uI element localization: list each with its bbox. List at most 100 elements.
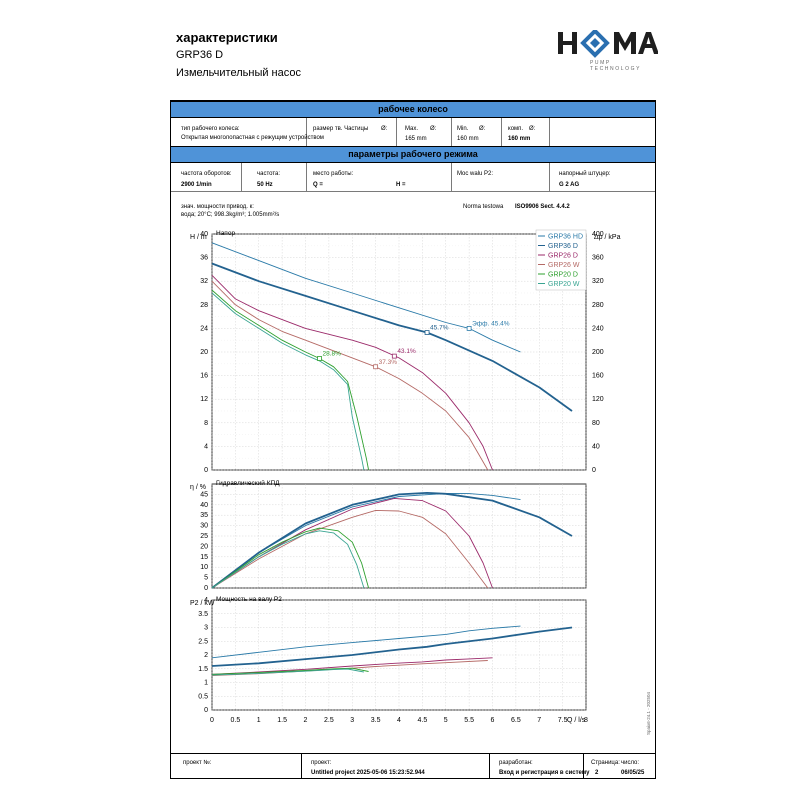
chart-2-ytick-label: 35 [200, 512, 208, 519]
chart-2-ytick-label: 25 [200, 533, 208, 540]
chart-3-xtick-label: 1 [257, 717, 261, 724]
logo-tagline: PUMP TECHNOLOGY [590, 60, 642, 72]
min-diameter-label: Min. [457, 126, 469, 132]
chart-1-y2tick-label: 40 [592, 443, 600, 450]
chart-3-xtick-label: 5 [444, 717, 448, 724]
chart-3-ytick-label: 2.5 [198, 638, 208, 645]
chart-3-xtick-label: 2.5 [324, 717, 334, 724]
legend-label: GRP20 D [548, 272, 578, 279]
author-value: Вход и регистрация в систему [499, 770, 590, 776]
chart-2-series-grp36-hd [211, 492, 521, 589]
chart-1-ytick-label: 28 [200, 302, 208, 309]
chart-1-series-grp20-d [211, 289, 370, 471]
speed-label: частота оборотов: [181, 171, 232, 177]
chart-3-series-grp20-w [211, 668, 364, 676]
frequency-label: частота: [257, 171, 281, 177]
impeller-type-value: Открытая многолопастная с режущим устрой… [181, 135, 324, 141]
chart-3-xtick-label: 6 [491, 717, 495, 724]
chart-3-series-grp20-d [211, 667, 369, 675]
discharge-label: напорный штуцер: [559, 171, 611, 177]
chart-1-y2tick-label: 200 [592, 349, 604, 356]
operating-section-title: параметры рабочего режима [171, 146, 655, 163]
project-number-label: проект №: [183, 760, 212, 766]
chart-3-xtick-label: 4 [397, 717, 401, 724]
chart-1-y2tick-label: 80 [592, 420, 600, 427]
chart-legend [535, 229, 587, 291]
legend-label: GRP36 HD [548, 234, 583, 241]
author-label: разработан: [499, 760, 533, 766]
chart-1-y2tick-label: 240 [592, 325, 604, 332]
chart-3-ytick-label: 4 [204, 597, 208, 604]
chart-1-series-grp26-w [211, 280, 489, 471]
chart-3-xtick-label: 1.5 [277, 717, 287, 724]
duty-point-label: место работы: [313, 171, 354, 177]
chart-3-xtick-label: 0.5 [231, 717, 241, 724]
impeller-type-label: тип рабочего колеса: [181, 126, 240, 132]
impeller-section-title: рабочее колесо [171, 101, 655, 118]
homa-logo: PUMP TECHNOLOGY [558, 30, 658, 72]
chart-3-ytick-label: 0.5 [198, 693, 208, 700]
chart-3-title: Мощность на валу P2 [216, 596, 282, 603]
chart-1-title: Напор [216, 230, 235, 237]
date-value: 06/05/25 [621, 770, 645, 776]
chart-3-xtick-label: 8 [584, 717, 588, 724]
particle-size-symbol: Ø: [381, 126, 388, 132]
project-value: Untitled project 2025-05-06 15:23:52.944 [311, 770, 425, 776]
project-label: проект: [311, 760, 332, 766]
chart-3-ytick-label: 0 [204, 707, 208, 714]
chart-1-efficiency-annotation: 37.3% [379, 359, 398, 366]
chart-3-xtick-label: 7 [537, 717, 541, 724]
software-version-note: Spaix6-24.1 - 202504 [646, 691, 651, 735]
chart-1-ytick-label: 20 [200, 349, 208, 356]
max-diameter-symbol: Ø: [430, 126, 437, 132]
chart-3-y-axis-label: P2 / kW [190, 600, 215, 607]
chart-1-duty-marker [466, 325, 472, 331]
note-line-2: вода; 20°C; 998.3kg/m³; 1.005mm²/s [181, 212, 280, 218]
chart-3-x-axis-label: Q / l/s [567, 717, 586, 724]
test-norm-label: Norma testowa [463, 204, 504, 210]
chart-3-xtick-label: 3 [350, 717, 354, 724]
chart-3-xtick-label: 6.5 [511, 717, 521, 724]
chart-3-series-grp36-d [211, 626, 573, 667]
chart-2-ytick-label: 0 [204, 585, 208, 592]
chart-2-ytick-label: 45 [200, 491, 208, 498]
product-description: Измельчительный насос [176, 67, 301, 79]
logo-graphic [558, 30, 658, 58]
chart-1-efficiency-annotation: 28.8% [323, 350, 342, 357]
discharge-value: G 2 AG [559, 182, 580, 188]
chart-2-series-grp20-w [211, 530, 365, 589]
chart-1-y2tick-label: 400 [592, 231, 604, 238]
chart-1-y-axis-label: H / m [190, 234, 207, 241]
chart-3-xtick-label: 4.5 [418, 717, 428, 724]
chart-1-y2tick-label: 160 [592, 373, 604, 380]
chart-1-y2-axis-label: Δp / kPa [594, 234, 621, 241]
chart-2-series-grp36-d [211, 491, 573, 589]
chart-1-y2tick-label: 280 [592, 302, 604, 309]
comp-diameter-symbol: Ø: [529, 126, 536, 132]
chart-1-duty-marker [424, 330, 430, 335]
chart-1-ytick-label: 16 [200, 373, 208, 380]
chart-2-series-grp26-w [211, 509, 489, 589]
chart-3-xtick-label: 5.5 [464, 717, 474, 724]
chart-3-series-grp36-hd [211, 625, 521, 659]
footer: проект №: проект: Untitled project 2025-… [170, 753, 656, 779]
page-value: 2 [595, 770, 599, 776]
chart-1-series-grp26-d [211, 274, 493, 471]
max-diameter-label: Max. [405, 126, 419, 132]
chart-2-y-axis-label: η / % [190, 484, 206, 491]
chart-2-title: Гидравлический КПД [216, 479, 280, 487]
chart-2-series-grp26-d [211, 497, 493, 589]
chart-1-ytick-label: 24 [200, 325, 208, 332]
chart-1-ytick-label: 8 [204, 420, 208, 427]
chart-3-ytick-label: 3.5 [198, 611, 208, 618]
chart-3-xtick-label: 7.5 [558, 717, 568, 724]
legend-label: GRP26 W [548, 262, 580, 269]
particle-size-label: размер тв. Частицы [313, 126, 369, 132]
chart-1-series-grp20-w [211, 292, 365, 471]
max-diameter-value: 165 mm [405, 136, 427, 142]
chart-1-ytick-label: 4 [204, 443, 208, 450]
chart-1-ytick-label: 12 [200, 396, 208, 403]
chart-1-efficiency-annotation: 43.1% [397, 348, 416, 355]
chart-1-series-grp36-hd [211, 242, 521, 353]
